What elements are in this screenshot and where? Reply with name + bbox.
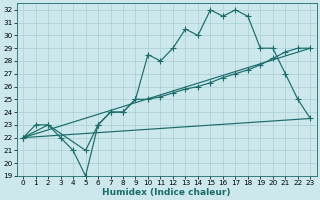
X-axis label: Humidex (Indice chaleur): Humidex (Indice chaleur) [102,188,231,197]
